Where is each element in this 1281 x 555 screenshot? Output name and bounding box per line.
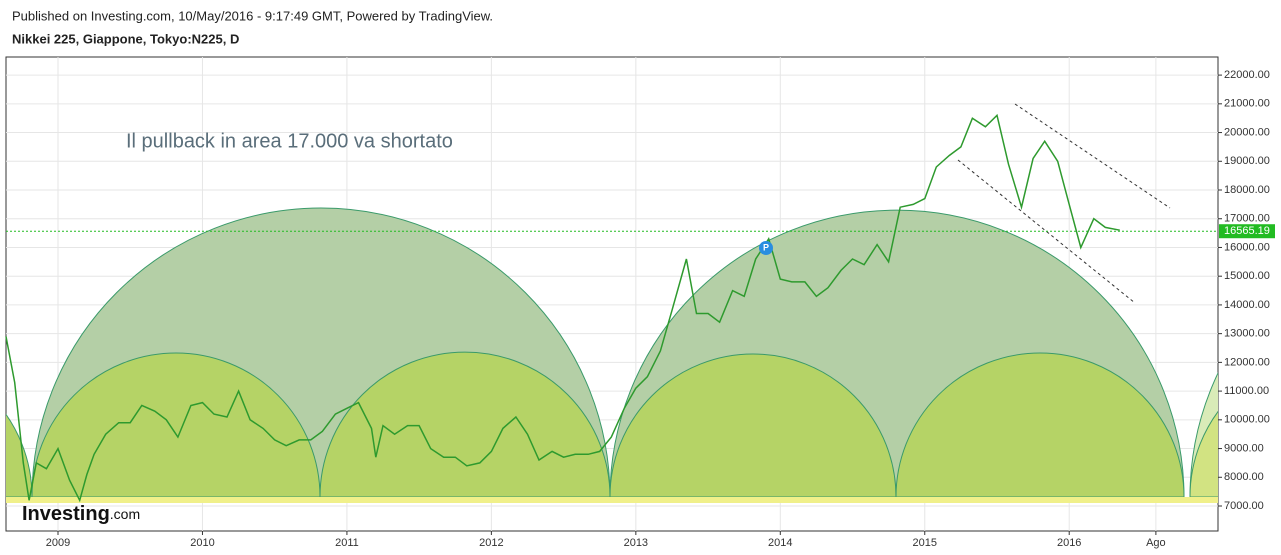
x-tick-label: 2014 (768, 537, 792, 549)
y-tick-label: 20000.00 (1224, 126, 1270, 138)
y-tick-label: 15000.00 (1224, 270, 1270, 282)
x-tick-label: 2009 (46, 537, 70, 549)
y-tick-label: 10000.00 (1224, 414, 1270, 426)
logo-suffix: .com (110, 506, 140, 522)
small-arc (31, 352, 321, 498)
y-tick-label: 9000.00 (1224, 442, 1264, 454)
y-tick-label: 7000.00 (1224, 500, 1264, 512)
price-line (5, 113, 1120, 503)
symbol-line: Nikkei 225, Giappone, Tokyo:N225, D (12, 31, 239, 46)
trend-line (957, 159, 1136, 304)
y-tick-label: 22000.00 (1224, 69, 1270, 81)
level-label-box (1219, 224, 1275, 239)
y-tick-label: 14000.00 (1224, 299, 1270, 311)
small-arc (1189, 410, 1218, 498)
y-tick-label: 19000.00 (1224, 155, 1270, 167)
marker (759, 241, 773, 255)
x-tick-label: 2012 (479, 537, 503, 549)
y-tick-label: 17000.00 (1224, 213, 1270, 225)
published-line: Published on Investing.com, 10/May/2016 … (12, 8, 493, 23)
x-tick-label: 2010 (190, 537, 214, 549)
x-tick-label: 2011 (335, 537, 359, 549)
plot (5, 113, 1120, 503)
y-tick-label: 11000.00 (1224, 385, 1269, 397)
logo-brand: Investing (22, 503, 110, 525)
y-tick-label: 13000.00 (1224, 328, 1270, 340)
small-arc (319, 351, 611, 498)
small-arc (895, 352, 1185, 498)
x-tick-label: Ago (1146, 537, 1166, 549)
trend-line (1014, 103, 1171, 209)
y-tick-label: 18000.00 (1224, 184, 1270, 196)
cycle-arcs (6, 207, 1218, 503)
marker-label: P (763, 242, 769, 252)
y-tick-label: 16000.00 (1224, 241, 1270, 253)
y-tick-label: 12000.00 (1224, 356, 1270, 368)
y-tick-label: 8000.00 (1224, 471, 1264, 483)
level-label: 16565.19 (1224, 225, 1270, 237)
annotation: Il pullback in area 17.000 va shortato (126, 130, 453, 152)
y-tick-label: 21000.00 (1224, 98, 1270, 110)
x-tick-label: 2016 (1057, 537, 1081, 549)
x-tick-label: 2013 (624, 537, 648, 549)
base-band (6, 497, 1218, 503)
logo: Investing.com (22, 503, 140, 525)
small-arc (609, 353, 897, 498)
x-tick-label: 2015 (913, 537, 937, 549)
